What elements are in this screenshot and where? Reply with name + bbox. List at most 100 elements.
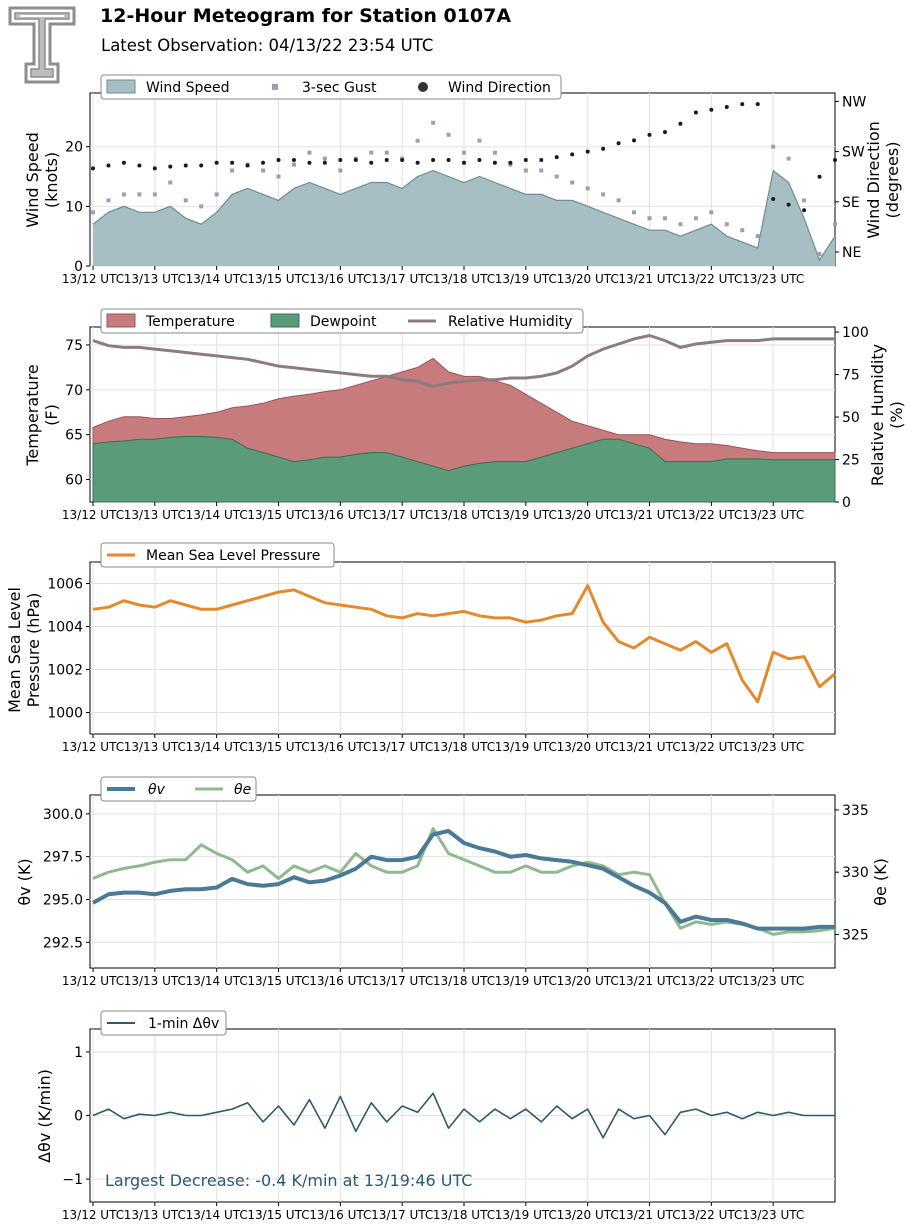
wind-direction-point [400,157,405,162]
gust-point [369,150,374,155]
pressure-grid [90,562,835,734]
page-header: 12-Hour Meteogram for Station 0107A Late… [0,0,913,90]
gust-point [585,186,590,191]
legend-gust-marker [272,84,278,90]
wind-direction-point [152,166,157,171]
x-tick-label: 13/14 UTC [186,272,248,286]
gust-point [601,192,606,197]
gust-point [523,168,528,173]
wind-direction-point [307,160,312,165]
x-tick-label: 13/21 UTC [618,508,680,522]
dtheta-ylabel: Δθv (K/min) [35,1069,54,1163]
x-tick-label: 13/15 UTC [247,272,309,286]
wind-direction-point [462,160,466,165]
gust-point [230,168,235,173]
wind-direction-tick-label: SE [842,195,860,211]
legend-wind-speed: Wind Speed [146,80,230,96]
theta-legend-box [100,776,257,802]
theta-e-tick-label: 330 [842,865,869,881]
x-tick-label: 13/13 UTC [124,508,186,522]
wind-direction-point [477,157,482,162]
temperature-series [92,333,836,503]
wind-direction-point [508,160,513,165]
x-tick-label: 13/15 UTC [247,974,309,988]
relative-humidity-line [92,333,835,389]
x-tick-label: 13/13 UTC [124,974,186,988]
x-tick-label: 13/15 UTC [247,508,309,522]
wind-ylabel-right: Wind Direction(degrees) [864,121,902,239]
temperature-tick-label: 75 [65,338,83,354]
dtheta-panel: 13/12 UTC 13/13 UTC 13/14 UTC 13/15 UTC 13/1… [35,1010,836,1222]
wind-direction-point [291,157,296,162]
legend-dewpoint-swatch [270,313,300,328]
theta-v-tick-label: 300.0 [43,807,83,823]
gust-point [662,216,667,221]
legend-dtheta: 1-min Δθv [148,1016,219,1032]
gust-point [616,198,621,203]
gust-point [678,222,683,227]
gust-point [152,192,157,197]
wind-direction-point [570,152,575,157]
wind-ylabel-left: Wind Speed(knots) [23,132,61,227]
x-tick-label: 13/20 UTC [557,1208,619,1222]
wind-direction-point [183,163,188,168]
gust-point [724,222,729,227]
theta-legend: θv θe [100,776,257,802]
x-tick-label: 13/14 UTC [186,1208,248,1222]
wind-direction-point [322,160,327,165]
pressure-axes: 13/12 UTC 13/13 UTC 13/14 UTC 13/15 UTC 13/1… [47,577,804,755]
gust-point [771,144,776,149]
gust-point [338,168,343,173]
wind-direction-point [709,107,714,112]
gust-point [477,138,482,143]
theta-panel: 13/12 UTC 13/13 UTC 13/14 UTC 13/15 UTC 13/1… [15,776,890,988]
x-tick-label: 13/12 UTC [62,974,124,988]
theta-v-ylabel: θv (K) [15,858,34,905]
temperature-ylabel-right: Relative Humidity(%) [868,344,906,486]
wind-direction-point [384,157,389,162]
dtheta-line [92,1092,835,1139]
wind-direction-point [446,157,451,162]
x-tick-label: 13/22 UTC [680,740,742,754]
legend-temperature-swatch [106,313,136,328]
rh-tick-label: 0 [842,495,851,511]
wind-direction-point [693,110,698,115]
wind-axes: 13/12 UTC 13/13 UTC 13/14 UTC 13/15 UTC 13/1… [62,94,867,286]
wind-direction-point [106,163,111,168]
x-tick-label: 13/18 UTC [433,974,495,988]
wind-panel: 13/12 UTC 13/13 UTC 13/14 UTC 13/15 UTC 13/1… [23,74,902,286]
wind-direction-point [678,121,683,126]
temperature-ylabel-left: Temperature(F) [23,364,61,466]
x-tick-label: 13/14 UTC [186,740,248,754]
gust-point [693,216,698,221]
wind-direction-point [276,157,281,162]
gust-point [91,210,95,215]
gust-point [214,192,219,197]
legend-rh: Relative Humidity [448,314,572,330]
x-tick-label: 13/16 UTC [309,272,371,286]
temperature-panel: 13/12 UTC 13/13 UTC 13/14 UTC 13/15 UTC 13/1… [23,308,906,522]
x-tick-label: 13/12 UTC [62,740,124,754]
wind-direction-point [91,166,95,171]
x-tick-label: 13/22 UTC [680,508,742,522]
x-tick-label: 13/23 UTC [742,508,804,522]
x-tick-label: 13/18 UTC [433,740,495,754]
temperature-tick-label: 65 [65,428,83,444]
pressure-legend: Mean Sea Level Pressure [100,542,335,568]
gust-point [833,222,837,227]
legend-theta-v: θv [148,782,166,798]
gust-point [137,192,142,197]
gust-point [261,168,266,173]
x-tick-label: 13/19 UTC [495,272,557,286]
wind-direction-point [338,157,343,162]
wind-direction-point [802,208,807,213]
gust-point [291,162,296,167]
rh-tick-label: 50 [842,410,860,426]
wind-direction-point [353,157,358,162]
wind-direction-tick-label: SW [842,145,865,161]
wind-direction-point [415,160,420,165]
double-t-logo-icon [8,6,78,90]
x-tick-label: 13/22 UTC [680,1208,742,1222]
wind-direction-point [492,160,497,165]
wind-series [91,102,837,266]
